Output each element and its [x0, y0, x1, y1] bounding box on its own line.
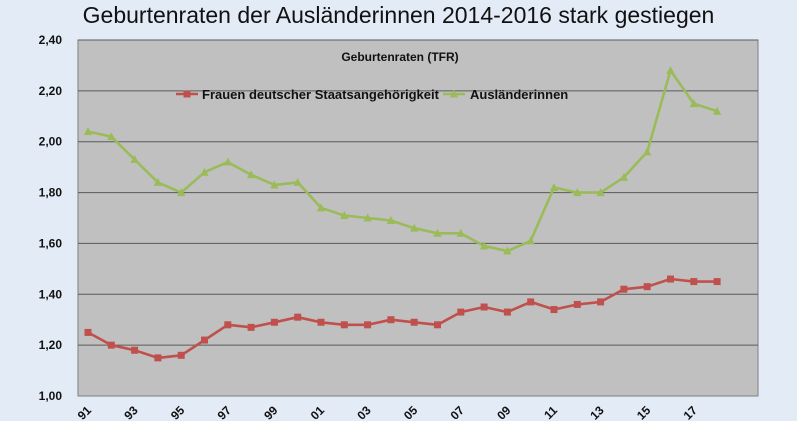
series-2 — [83, 66, 722, 255]
data-point — [527, 298, 535, 306]
series-line — [87, 69, 718, 253]
data-point — [363, 213, 372, 222]
data-point — [457, 308, 465, 316]
y-tick-label: 1,80 — [39, 186, 63, 200]
data-point — [550, 306, 558, 314]
plot-background — [77, 39, 759, 397]
y-tick-label: 1,20 — [39, 338, 63, 352]
data-point — [153, 177, 163, 186]
x-tick-label: 99 — [261, 403, 281, 421]
data-point — [340, 321, 348, 329]
data-point — [246, 170, 256, 179]
x-tick-label: 05 — [401, 403, 421, 421]
data-point — [340, 210, 349, 219]
data-point — [270, 318, 278, 326]
data-point — [712, 106, 722, 115]
data-point — [433, 228, 442, 237]
x-axis-labels: 91 93 95 97 99 01 03 05 07 09 11 13 15 17 — [75, 403, 700, 421]
data-point — [526, 236, 535, 245]
data-point — [667, 275, 674, 283]
data-point — [293, 177, 302, 186]
legend-entry-2: Ausländerinnen — [443, 87, 568, 102]
data-point — [154, 354, 162, 362]
series-line — [87, 277, 718, 360]
y-tick-label: 2,40 — [39, 33, 63, 47]
data-point — [83, 127, 93, 136]
x-tick-label: 13 — [587, 403, 607, 421]
y-tick-label: 1,00 — [39, 389, 63, 403]
data-point — [177, 188, 186, 197]
data-point — [200, 167, 209, 176]
data-point — [224, 321, 232, 329]
data-point — [131, 346, 139, 354]
data-point — [619, 172, 629, 181]
data-point — [456, 228, 465, 237]
legend-entry-1: Frauen deutscher Staatsangehörigkeit — [176, 87, 440, 102]
data-point — [107, 341, 115, 349]
legend-label: Ausländerinnen — [470, 87, 568, 102]
data-point — [643, 147, 652, 156]
data-point — [713, 278, 721, 286]
x-tick-label: 93 — [121, 403, 141, 421]
x-tick-label: 95 — [168, 403, 188, 421]
data-point — [364, 321, 372, 329]
x-tick-label: 97 — [215, 403, 235, 421]
data-point — [410, 318, 418, 326]
data-point — [270, 180, 279, 189]
data-point — [689, 99, 698, 108]
data-point — [107, 132, 116, 141]
data-point — [294, 313, 302, 321]
y-tick-label: 1,60 — [39, 236, 63, 250]
data-point — [597, 298, 605, 306]
data-point — [223, 157, 232, 166]
data-point — [479, 241, 489, 250]
data-point — [247, 323, 255, 331]
data-point — [410, 223, 419, 232]
data-point — [386, 216, 396, 225]
y-tick-label: 2,00 — [39, 135, 63, 149]
page-title: Geburtenraten der Ausländerinnen 2014-20… — [82, 2, 715, 28]
x-tick-label: 11 — [541, 403, 560, 421]
data-point — [666, 66, 675, 75]
data-point — [316, 203, 326, 212]
data-point — [84, 328, 92, 336]
gridlines — [78, 39, 758, 346]
chart-title: Geburtenraten (TFR) — [341, 50, 458, 64]
data-point — [387, 316, 395, 324]
data-point — [503, 246, 512, 255]
data-point — [596, 188, 605, 197]
x-tick-label: 91 — [75, 403, 95, 421]
x-tick-label: 03 — [354, 403, 374, 421]
data-point — [177, 351, 185, 359]
data-point — [549, 182, 559, 191]
data-point — [620, 285, 628, 293]
legend: Frauen deutscher Staatsangehörigkeit Ausl… — [176, 87, 568, 102]
series-layer — [83, 66, 722, 362]
data-point — [503, 308, 511, 316]
legend-marker — [449, 89, 459, 98]
series-1 — [84, 275, 721, 362]
legend-label: Frauen deutscher Staatsangehörigkeit — [202, 87, 440, 102]
x-tick-label: 09 — [494, 403, 514, 421]
x-tick-label: 15 — [634, 403, 654, 421]
y-tick-label: 2,20 — [39, 84, 63, 98]
legend-marker — [183, 90, 191, 98]
data-point — [643, 283, 651, 291]
data-point — [480, 303, 488, 311]
y-tick-label: 1,40 — [39, 287, 63, 301]
data-point — [201, 336, 208, 344]
data-point — [130, 155, 139, 164]
y-axis-labels: 1,00 1,20 1,40 1,60 1,80 2,00 2,20 2,40 — [39, 33, 63, 403]
x-tick-label: 01 — [308, 403, 328, 421]
data-point — [317, 318, 325, 326]
data-point — [573, 188, 582, 197]
x-tick-label: 17 — [681, 403, 701, 421]
data-point — [690, 278, 698, 286]
data-point — [573, 300, 581, 308]
data-point — [434, 321, 441, 329]
x-tick-label: 07 — [448, 403, 468, 421]
